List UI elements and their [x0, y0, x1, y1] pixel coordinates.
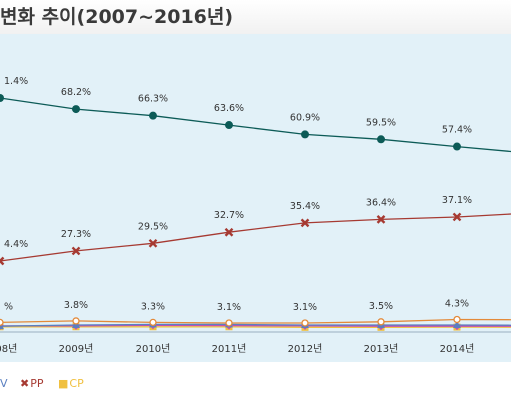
legend-item: ■ CP [58, 377, 84, 390]
data-point [149, 111, 157, 120]
data-point [377, 318, 385, 326]
series-line [0, 318, 511, 324]
x-tick-label: 2014년 [440, 343, 475, 355]
data-point [0, 94, 4, 102]
data-point [376, 215, 386, 224]
x-tick-label: 2011년 [212, 343, 247, 355]
data-label: 3.5% [369, 301, 393, 312]
x-tick-label: 2013년 [364, 343, 399, 355]
data-label: 66.3% [138, 94, 168, 105]
data-label: 57.4% [442, 125, 472, 136]
series-line [0, 97, 511, 153]
data-point [148, 238, 158, 248]
data-point [149, 318, 157, 327]
data-label: 27.3% [61, 229, 91, 240]
data-label: 1.4% [4, 76, 28, 87]
data-point [300, 218, 310, 228]
data-point [453, 315, 461, 324]
data-label: 3.8% [64, 300, 88, 311]
data-point [377, 135, 385, 144]
x-icon: ✖ [20, 377, 30, 390]
chart-title: 변화 추이(2007~2016년) [0, 6, 234, 28]
data-label: 63.6% [214, 103, 244, 114]
x-tick-label: 2009년 [59, 343, 94, 355]
series-line [0, 324, 511, 327]
data-label: 68.2% [61, 87, 91, 98]
data-point [0, 322, 4, 330]
data-label: 4.3% [445, 298, 469, 309]
series-line [0, 213, 511, 262]
data-point [71, 246, 81, 256]
square-icon: ■ [58, 377, 69, 390]
data-label: 3.1% [293, 302, 317, 313]
data-label: 60.9% [290, 112, 320, 123]
data-label: 37.1% [442, 195, 472, 206]
legend-label: PP [30, 377, 44, 390]
data-point [0, 318, 4, 327]
data-point [453, 142, 461, 151]
data-label: 3.1% [217, 302, 241, 313]
data-label: 3.3% [141, 301, 165, 312]
legend: V ✖ PP ■ CP [0, 377, 511, 393]
legend-item: ✖ PP [20, 377, 44, 390]
data-point [452, 212, 462, 222]
data-label: 29.5% [138, 221, 168, 232]
title-band: 변화 추이(2007~2016년) [0, 0, 511, 34]
data-point [0, 256, 5, 266]
series-line [0, 323, 511, 327]
plot-area [0, 34, 511, 362]
data-point [301, 130, 309, 139]
series-line [0, 326, 511, 328]
data-label: 32.7% [214, 210, 244, 221]
x-tick-label: 2008년 [0, 343, 17, 355]
legend-label: CP [69, 377, 84, 390]
data-point [225, 319, 233, 327]
legend-item: V [0, 377, 8, 390]
data-point [225, 121, 233, 130]
data-label: 59.5% [366, 117, 396, 128]
data-label: 36.4% [366, 197, 396, 208]
data-label: % [4, 301, 13, 312]
x-tick-label: 2010년 [136, 343, 171, 355]
legend-label: V [0, 377, 8, 390]
x-tick-label: 2012년 [288, 343, 323, 355]
data-point [453, 321, 461, 329]
data-label: 35.4% [290, 201, 320, 212]
data-point [72, 105, 80, 114]
data-label: 4.4% [4, 239, 28, 250]
data-point [224, 227, 234, 237]
data-point [72, 317, 80, 325]
data-point [301, 319, 309, 327]
